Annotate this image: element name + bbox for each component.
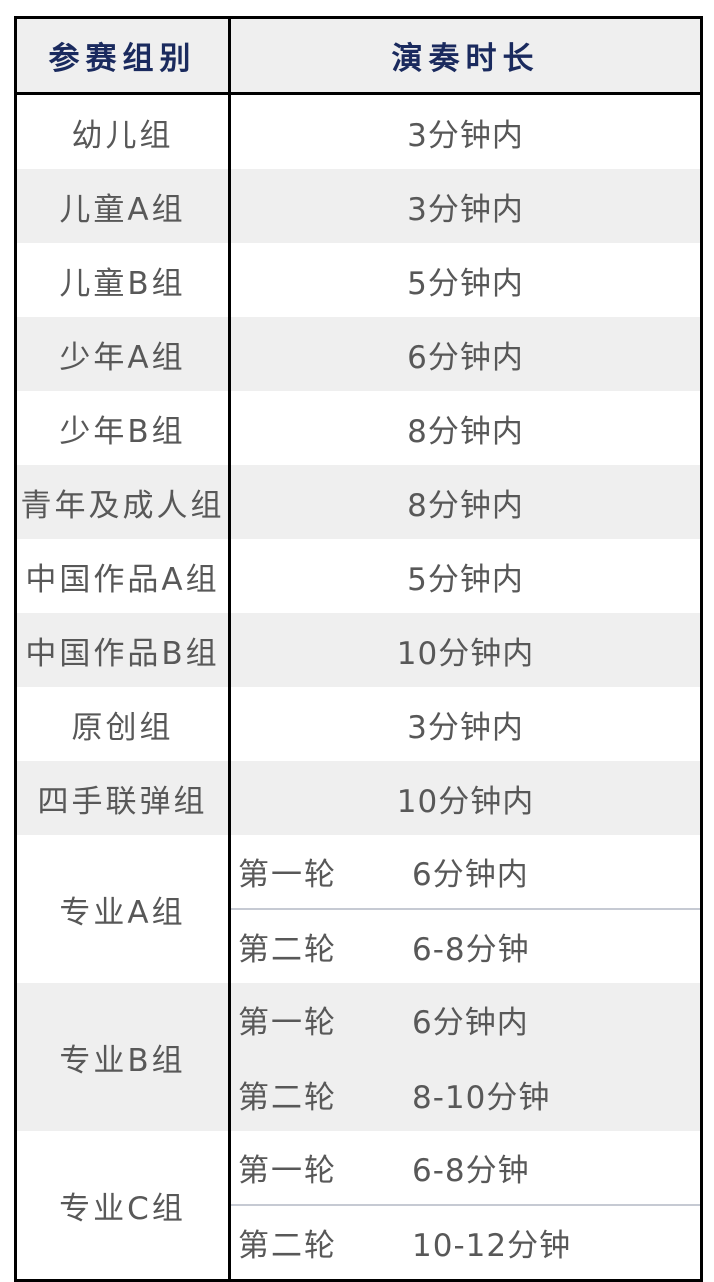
duration-table: 参赛组别 演奏时长 幼儿组 3分钟内 儿童A组 3分钟内 儿童B组 5分钟内 少… (14, 16, 703, 1282)
duration-value: 5分钟内 (407, 561, 524, 598)
table-row: 原创组 3分钟内 (15, 687, 702, 761)
round-one-cell: 第一轮 6-8分钟 (230, 1131, 702, 1205)
round-one-label: 第一轮 (238, 857, 337, 893)
header-duration-column: 演奏时长 (229, 17, 702, 95)
group-label: 专业C组 (59, 1190, 186, 1227)
table-row: 中国作品A组 5分钟内 (15, 539, 702, 613)
duration-cell: 10分钟内 (230, 613, 702, 687)
group-label: 中国作品A组 (25, 561, 220, 598)
group-cell: 专业A组 (15, 835, 231, 983)
duration-cell: 10分钟内 (230, 761, 702, 835)
duration-value: 8分钟内 (407, 413, 524, 450)
duration-cell: 3分钟内 (230, 94, 702, 170)
table-row-group-first: 专业B组 第一轮 6分钟内 (15, 983, 702, 1131)
round-two-label: 第二轮 (238, 1228, 337, 1264)
round-two-cell: 第二轮 10-12分钟 (229, 1204, 702, 1281)
group-label: 少年B组 (59, 413, 186, 450)
duration-value: 3分钟内 (407, 709, 524, 746)
table-row: 中国作品B组 10分钟内 (15, 613, 702, 687)
duration-value: 3分钟内 (407, 191, 524, 228)
round-one-duration: 6-8分钟 (412, 1153, 530, 1189)
group-label: 青年及成人组 (20, 487, 225, 524)
group-label: 原创组 (71, 709, 174, 746)
group-cell: 专业C组 (15, 1131, 231, 1281)
round-one-label: 第一轮 (238, 1153, 337, 1189)
header-row: 参赛组别 演奏时长 (15, 17, 702, 95)
duration-value: 3分钟内 (407, 117, 524, 154)
table-row: 少年B组 8分钟内 (15, 391, 702, 465)
round-two-cell: 第二轮 6-8分钟 (229, 908, 702, 983)
table-row: 儿童B组 5分钟内 (15, 243, 702, 317)
table-row-group-first: 专业C组 第一轮 6-8分钟 (15, 1131, 702, 1281)
duration-value: 5分钟内 (407, 265, 524, 302)
round-two-duration: 10-12分钟 (412, 1228, 572, 1264)
page: 参赛组别 演奏时长 幼儿组 3分钟内 儿童A组 3分钟内 儿童B组 5分钟内 少… (14, 16, 703, 1282)
duration-cell: 5分钟内 (230, 539, 702, 613)
round-one-duration: 6分钟内 (412, 1005, 529, 1041)
duration-cell: 3分钟内 (230, 169, 702, 243)
group-label: 儿童A组 (59, 191, 186, 228)
duration-cell: 6分钟内 (230, 317, 702, 391)
table-row: 青年及成人组 8分钟内 (15, 465, 702, 539)
group-label: 专业B组 (59, 1042, 186, 1079)
table-row: 四手联弹组 10分钟内 (15, 761, 702, 835)
group-cell: 专业B组 (15, 983, 231, 1131)
duration-value: 6分钟内 (407, 339, 524, 376)
table-row: 少年A组 6分钟内 (15, 317, 702, 391)
group-label: 儿童B组 (59, 265, 186, 302)
round-two-label: 第二轮 (238, 932, 337, 968)
table-row: 儿童A组 3分钟内 (15, 169, 702, 243)
duration-value: 8分钟内 (407, 487, 524, 524)
duration-value: 10分钟内 (396, 635, 535, 672)
group-cell: 幼儿组 (15, 93, 231, 169)
round-two-duration: 6-8分钟 (412, 932, 530, 968)
group-cell: 少年A组 (15, 317, 231, 391)
header-group-column: 参赛组别 (15, 17, 231, 95)
round-one-duration: 6分钟内 (412, 857, 529, 893)
group-cell: 四手联弹组 (15, 761, 231, 835)
group-label: 少年A组 (59, 339, 186, 376)
group-cell: 中国作品A组 (15, 539, 231, 613)
table-row-group-first: 专业A组 第一轮 6分钟内 (15, 835, 702, 983)
round-one-label: 第一轮 (238, 1005, 337, 1041)
duration-cell: 8分钟内 (230, 465, 702, 539)
group-cell: 中国作品B组 (15, 613, 231, 687)
duration-cell: 5分钟内 (230, 243, 702, 317)
group-label: 幼儿组 (71, 117, 174, 154)
round-one-cell: 第一轮 6分钟内 (230, 983, 702, 1057)
round-one-cell: 第一轮 6分钟内 (230, 835, 702, 909)
group-cell: 少年B组 (15, 391, 231, 465)
duration-cell: 8分钟内 (230, 391, 702, 465)
group-label: 四手联弹组 (37, 783, 208, 820)
group-cell: 儿童A组 (15, 169, 231, 243)
group-cell: 儿童B组 (15, 243, 231, 317)
group-label: 中国作品B组 (25, 635, 220, 672)
group-cell: 青年及成人组 (15, 465, 231, 539)
group-cell: 原创组 (15, 687, 231, 761)
round-two-duration: 8-10分钟 (412, 1080, 551, 1116)
round-two-label: 第二轮 (238, 1080, 337, 1116)
table-row: 幼儿组 3分钟内 (15, 93, 702, 170)
duration-cell: 3分钟内 (230, 687, 702, 761)
duration-value: 10分钟内 (396, 783, 535, 820)
round-two-cell: 第二轮 8-10分钟 (230, 1057, 702, 1131)
group-label: 专业A组 (59, 894, 186, 931)
